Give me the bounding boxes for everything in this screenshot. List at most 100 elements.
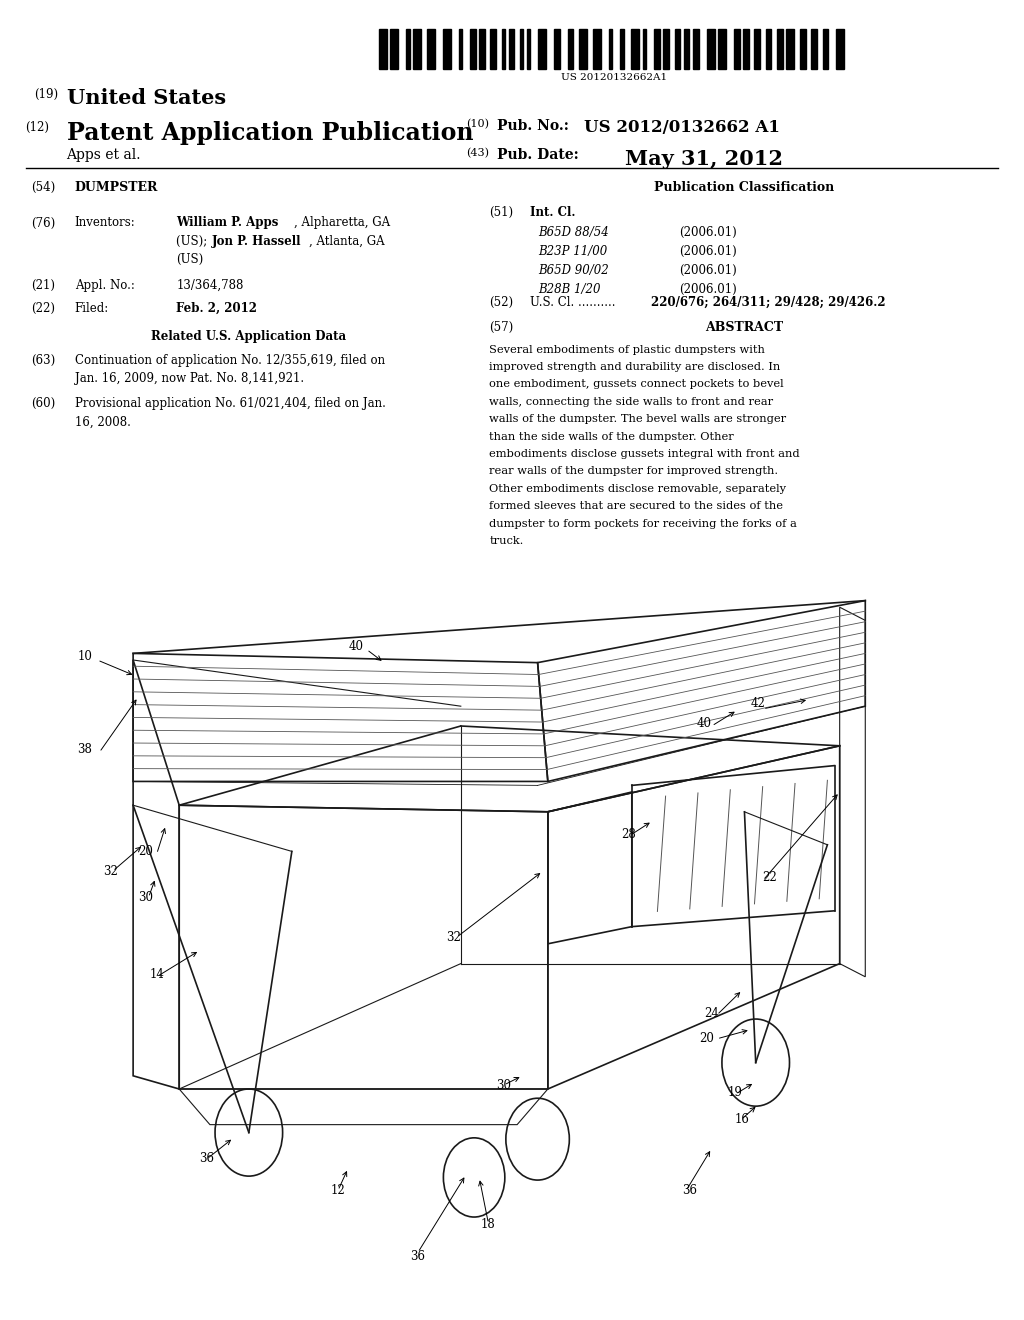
Bar — [526, 29, 530, 69]
Text: one embodiment, gussets connect pockets to bevel: one embodiment, gussets connect pockets … — [489, 379, 784, 389]
Text: 36: 36 — [682, 1184, 696, 1197]
Text: improved strength and durability are disclosed. In: improved strength and durability are dis… — [489, 362, 780, 372]
Text: embodiments disclose gussets integral with front and: embodiments disclose gussets integral wi… — [489, 449, 800, 459]
Text: 19: 19 — [728, 1086, 742, 1100]
Text: formed sleeves that are secured to the sides of the: formed sleeves that are secured to the s… — [489, 502, 783, 511]
Bar — [567, 29, 573, 69]
Bar — [459, 29, 462, 69]
Text: (22): (22) — [31, 302, 54, 315]
Bar — [643, 29, 646, 69]
Text: truck.: truck. — [489, 536, 524, 546]
Bar — [554, 29, 560, 69]
Text: (2006.01): (2006.01) — [679, 226, 736, 239]
Text: walls, connecting the side walls to front and rear: walls, connecting the side walls to fron… — [489, 397, 773, 407]
Text: Pub. No.:: Pub. No.: — [497, 119, 568, 133]
Bar — [580, 29, 587, 69]
Bar — [684, 29, 689, 69]
Text: , Atlanta, GA: , Atlanta, GA — [309, 235, 385, 248]
Text: (51): (51) — [489, 206, 514, 219]
Text: 36: 36 — [200, 1152, 214, 1166]
Text: B28B 1/20: B28B 1/20 — [539, 282, 601, 296]
Text: Jan. 16, 2009, now Pat. No. 8,141,921.: Jan. 16, 2009, now Pat. No. 8,141,921. — [75, 372, 304, 385]
Bar — [539, 29, 546, 69]
Bar — [502, 29, 505, 69]
Text: 28: 28 — [622, 828, 636, 841]
Bar — [379, 29, 387, 69]
Bar — [442, 29, 451, 69]
Bar — [654, 29, 659, 69]
Bar — [786, 29, 795, 69]
Text: 24: 24 — [705, 1007, 719, 1020]
Text: B65D 88/54: B65D 88/54 — [539, 226, 609, 239]
Text: (10): (10) — [466, 119, 488, 129]
Text: Apps et al.: Apps et al. — [67, 148, 141, 162]
Text: William P. Apps: William P. Apps — [176, 216, 279, 230]
Text: DUMPSTER: DUMPSTER — [75, 181, 158, 194]
Text: (2006.01): (2006.01) — [679, 264, 736, 277]
Bar — [632, 29, 639, 69]
Text: 36: 36 — [411, 1250, 425, 1263]
Text: (52): (52) — [489, 296, 514, 309]
Text: Filed:: Filed: — [75, 302, 109, 315]
Bar — [675, 29, 680, 69]
Text: Feb. 2, 2012: Feb. 2, 2012 — [176, 302, 257, 315]
Bar — [766, 29, 771, 69]
Text: Pub. Date:: Pub. Date: — [497, 148, 579, 162]
Text: (76): (76) — [31, 216, 55, 230]
Text: B65D 90/02: B65D 90/02 — [539, 264, 609, 277]
Bar — [811, 29, 817, 69]
Text: (2006.01): (2006.01) — [679, 282, 736, 296]
Text: 16: 16 — [735, 1113, 750, 1126]
Bar — [693, 29, 698, 69]
Text: 38: 38 — [78, 743, 92, 756]
Bar — [479, 29, 484, 69]
Text: Several embodiments of plastic dumpsters with: Several embodiments of plastic dumpsters… — [489, 345, 765, 355]
Text: (57): (57) — [489, 321, 514, 334]
Text: 32: 32 — [446, 931, 461, 944]
Text: 20: 20 — [699, 1032, 714, 1045]
Bar — [621, 29, 624, 69]
Text: 40: 40 — [349, 640, 364, 653]
Text: (54): (54) — [31, 181, 55, 194]
Bar — [413, 29, 421, 69]
Text: U.S. Cl. ..........: U.S. Cl. .......... — [530, 296, 615, 309]
Bar — [800, 29, 806, 69]
Text: , Alpharetta, GA: , Alpharetta, GA — [294, 216, 390, 230]
Bar — [520, 29, 523, 69]
Bar — [390, 29, 398, 69]
Text: ABSTRACT: ABSTRACT — [706, 321, 783, 334]
Bar — [608, 29, 612, 69]
Text: 16, 2008.: 16, 2008. — [75, 416, 131, 429]
Bar — [664, 29, 669, 69]
Text: 14: 14 — [150, 968, 164, 981]
Bar — [470, 29, 475, 69]
Text: Continuation of application No. 12/355,619, filed on: Continuation of application No. 12/355,6… — [75, 354, 385, 367]
Text: 32: 32 — [103, 865, 118, 878]
Text: 30: 30 — [138, 891, 153, 904]
Bar — [407, 29, 410, 69]
Bar — [755, 29, 760, 69]
Text: (12): (12) — [26, 121, 49, 135]
Text: B23P 11/00: B23P 11/00 — [539, 244, 608, 257]
Text: 220/676; 264/311; 29/428; 29/426.2: 220/676; 264/311; 29/428; 29/426.2 — [651, 296, 886, 309]
Bar — [509, 29, 514, 69]
Text: Publication Classification: Publication Classification — [654, 181, 835, 194]
Text: rear walls of the dumpster for improved strength.: rear walls of the dumpster for improved … — [489, 466, 778, 477]
Text: dumpster to form pockets for receiving the forks of a: dumpster to form pockets for receiving t… — [489, 519, 798, 529]
Text: Provisional application No. 61/021,404, filed on Jan.: Provisional application No. 61/021,404, … — [75, 397, 386, 411]
Text: 40: 40 — [697, 717, 712, 730]
Text: May 31, 2012: May 31, 2012 — [625, 149, 782, 169]
Bar — [777, 29, 782, 69]
Text: (US);: (US); — [176, 235, 211, 248]
Bar — [837, 29, 844, 69]
Text: than the side walls of the dumpster. Other: than the side walls of the dumpster. Oth… — [489, 432, 734, 442]
Bar — [718, 29, 726, 69]
Text: (21): (21) — [31, 279, 54, 292]
Text: 13/364,788: 13/364,788 — [176, 279, 244, 292]
Text: 10: 10 — [78, 649, 92, 663]
Bar — [734, 29, 739, 69]
Bar — [490, 29, 496, 69]
Text: 12: 12 — [331, 1184, 345, 1197]
Text: (60): (60) — [31, 397, 55, 411]
Text: Appl. No.:: Appl. No.: — [75, 279, 134, 292]
